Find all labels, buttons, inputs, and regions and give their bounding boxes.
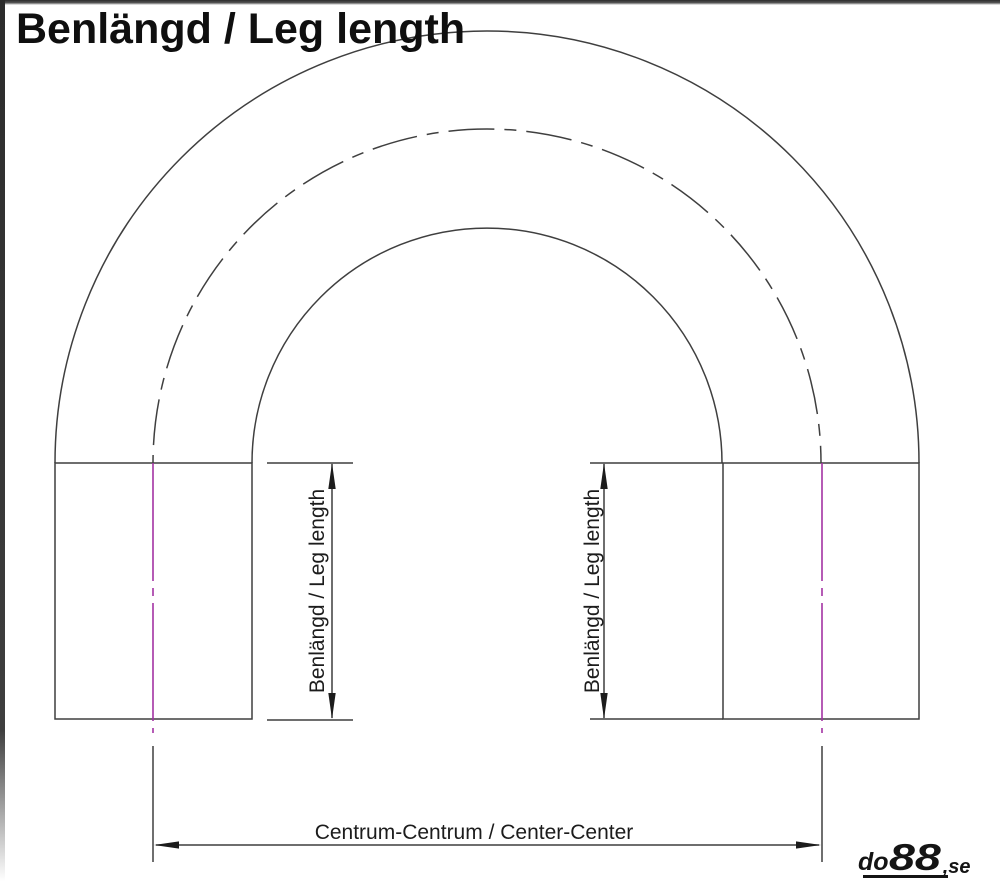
centerline-arc [152,128,822,464]
right-leg-dim-label: Benlängd / Leg length [581,489,604,693]
outer-arc [54,30,920,464]
logo-text-88: 88 [888,837,941,878]
logo-text-do: do [858,848,889,876]
inner-arc [251,227,723,464]
right-dim-arrow-up [600,463,608,489]
logo-text-se: ,se [942,856,971,878]
cc-arrow-right [796,841,821,849]
page-title: Benlängd / Leg length [16,5,466,53]
left-leg-dim-label: Benlängd / Leg length [306,489,329,693]
left-dim-arrow-up [328,463,336,489]
cc-arrow-left [154,841,179,849]
do88-logo: do 88 ,se [858,837,971,878]
logo-underline [863,875,948,878]
right-dim-arrow-down [600,693,608,719]
left-dim-arrow-down [328,693,336,719]
right-leg [722,462,920,720]
center-center-dim-label: Centrum-Centrum / Center-Center [315,821,634,844]
